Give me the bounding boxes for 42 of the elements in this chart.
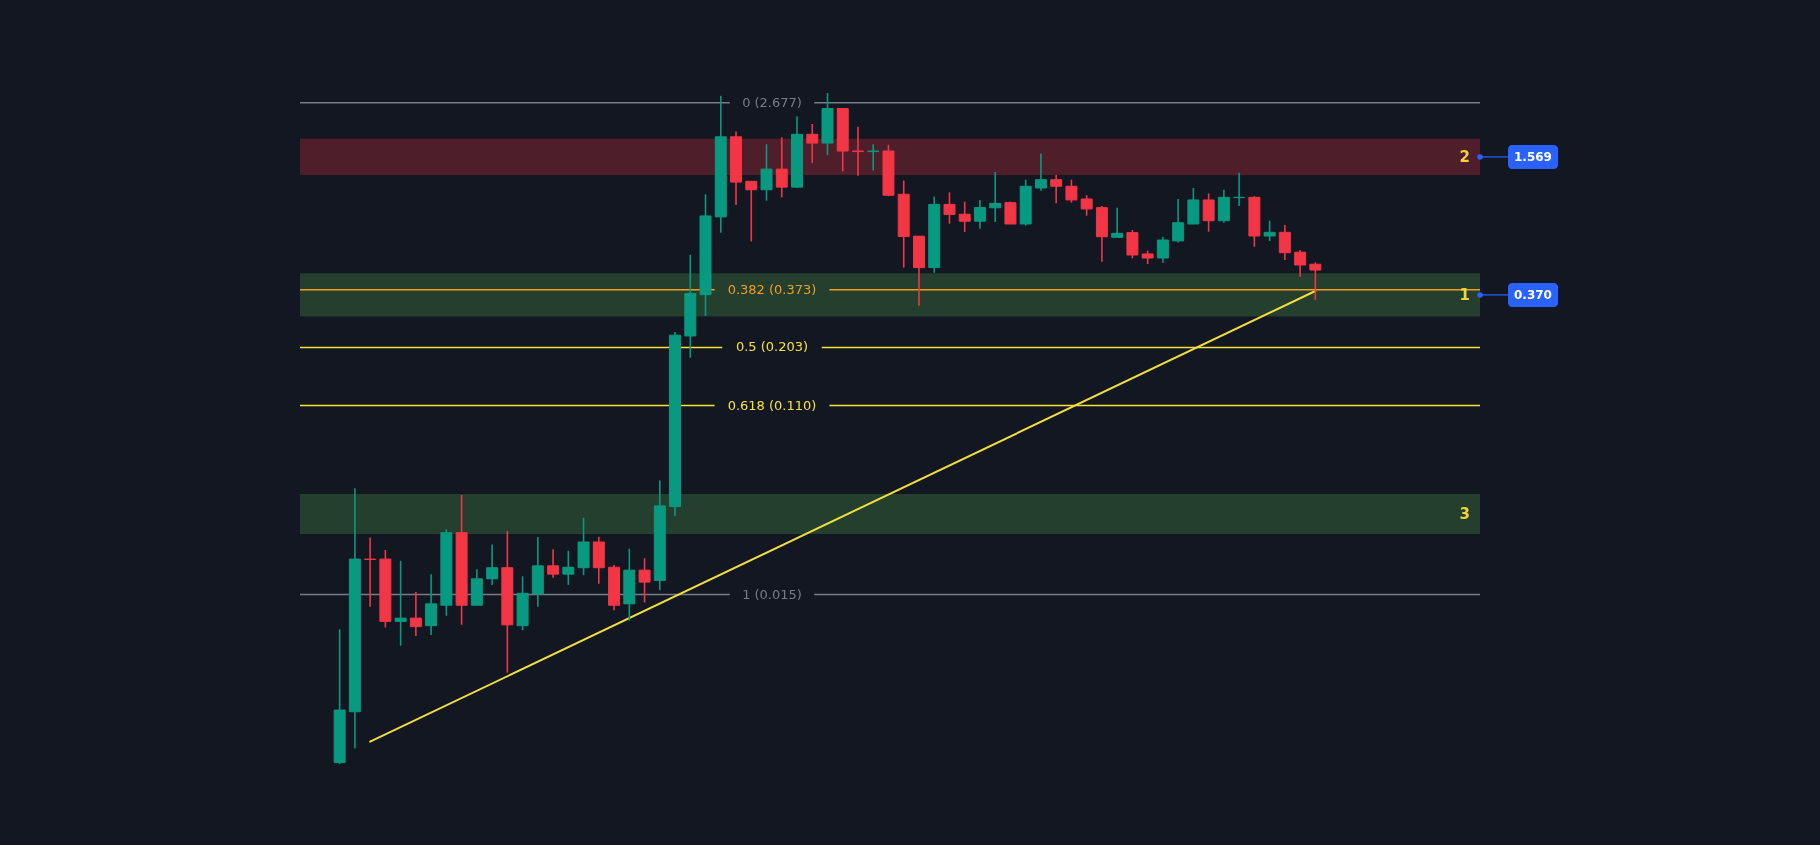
candlestick — [806, 123, 819, 164]
candlestick — [867, 143, 880, 172]
candlestick — [1202, 192, 1215, 233]
candlestick — [1034, 152, 1047, 192]
candlestick — [1309, 261, 1322, 301]
candlestick — [1065, 178, 1078, 204]
ref-line-label: 0.5 (0.203) — [735, 339, 809, 355]
candlestick — [1217, 188, 1230, 224]
candlestick — [562, 549, 575, 586]
band-label: 3 — [1459, 504, 1470, 523]
ref-line-label: 0.382 (0.373) — [727, 281, 817, 297]
candlestick — [1080, 194, 1093, 217]
candlestick — [760, 143, 773, 202]
candlestick — [394, 560, 407, 647]
candlestick — [745, 180, 758, 243]
candlestick — [364, 536, 377, 608]
candlestick — [547, 548, 560, 579]
candlestick — [973, 199, 986, 230]
candlestick — [943, 191, 956, 225]
band-label: 1 — [1459, 285, 1470, 304]
text: 0.370 — [1514, 287, 1552, 302]
candlestick — [409, 591, 422, 637]
candlestick — [1156, 235, 1169, 264]
candlestick — [1278, 224, 1291, 261]
candlestick — [425, 573, 438, 636]
candlestick — [486, 543, 499, 586]
candlestick — [775, 136, 788, 199]
text: 1.569 — [1514, 149, 1552, 164]
candlestick — [958, 200, 971, 233]
candlestick — [1263, 219, 1276, 242]
candlestick — [638, 557, 651, 604]
ref-line-label: 0.618 (0.110) — [727, 397, 817, 413]
band-label: 2 — [1459, 147, 1470, 166]
candlestick — [1050, 174, 1063, 205]
candlestick — [1172, 198, 1185, 244]
ref-line-label: 0 (2.677) — [742, 94, 802, 110]
candlestick — [989, 171, 1002, 223]
ref-line-label: 1 (0.015) — [742, 586, 802, 602]
candlestick — [1111, 206, 1124, 239]
candlestick — [1294, 249, 1307, 278]
candlestick — [1126, 229, 1139, 259]
candlestick — [852, 125, 864, 177]
